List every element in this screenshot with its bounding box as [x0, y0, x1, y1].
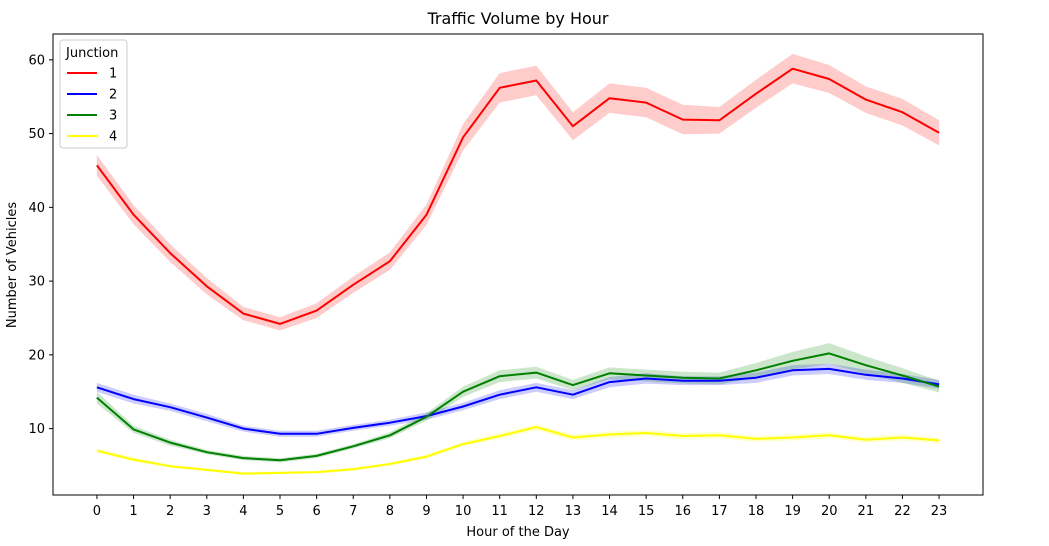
series-2-ci-band — [96, 363, 940, 437]
y-tick-label: 10 — [28, 422, 45, 437]
x-tick-label: 16 — [674, 504, 691, 519]
x-tick-label: 5 — [276, 504, 284, 519]
x-tick-label: 3 — [203, 504, 211, 519]
x-tick-label: 17 — [711, 504, 728, 519]
series-2-line — [96, 367, 940, 435]
legend-title: Junction — [65, 46, 118, 61]
legend: Junction 1 2 3 4 — [59, 39, 128, 149]
x-tick-label: 23 — [931, 504, 948, 519]
x-tick-label: 9 — [422, 504, 430, 519]
y-axis-ticks: 10 20 30 40 50 60 — [28, 53, 53, 437]
x-tick-label: 0 — [93, 504, 101, 519]
x-tick-label: 4 — [239, 504, 247, 519]
x-tick-label: 6 — [312, 504, 320, 519]
x-tick-label: 14 — [601, 504, 618, 519]
legend-label-3: 3 — [109, 109, 117, 124]
x-tick-label: 1 — [129, 504, 137, 519]
y-tick-label: 50 — [28, 127, 45, 142]
series-1-ci-band — [96, 53, 940, 331]
legend-label-1: 1 — [109, 67, 117, 82]
series-lines — [96, 67, 940, 475]
y-axis-label: Number of Vehicles — [5, 202, 20, 329]
x-tick-label: 8 — [386, 504, 394, 519]
series-3-line — [96, 352, 940, 462]
x-tick-label: 18 — [748, 504, 765, 519]
y-tick-label: 40 — [28, 201, 45, 216]
x-tick-label: 19 — [784, 504, 801, 519]
x-axis-ticks: 0 1 2 3 4 5 6 7 8 9 10 11 12 13 14 15 16 17 18 19 20 21 22 23 — [93, 495, 948, 519]
confidence-bands — [96, 53, 940, 476]
series-3-ci-band — [96, 343, 940, 463]
plot-frame — [52, 33, 984, 496]
x-tick-label: 7 — [349, 504, 357, 519]
legend-items: 1 2 3 4 — [67, 67, 117, 145]
x-tick-label: 22 — [894, 504, 911, 519]
x-tick-label: 13 — [565, 504, 582, 519]
x-axis-label: Hour of the Day — [466, 525, 570, 540]
x-tick-label: 12 — [528, 504, 545, 519]
x-tick-label: 10 — [455, 504, 472, 519]
y-tick-label: 60 — [28, 53, 45, 68]
x-tick-label: 21 — [858, 504, 875, 519]
x-tick-label: 2 — [166, 504, 174, 519]
x-tick-label: 15 — [638, 504, 655, 519]
legend-label-2: 2 — [109, 88, 117, 103]
series-4-line — [96, 426, 940, 475]
y-tick-label: 20 — [28, 348, 45, 363]
legend-label-4: 4 — [109, 130, 117, 145]
x-tick-label: 20 — [821, 504, 838, 519]
y-tick-label: 30 — [28, 275, 45, 290]
chart-title: Traffic Volume by Hour — [427, 9, 609, 28]
x-tick-label: 11 — [491, 504, 508, 519]
series-1-line — [96, 67, 940, 325]
